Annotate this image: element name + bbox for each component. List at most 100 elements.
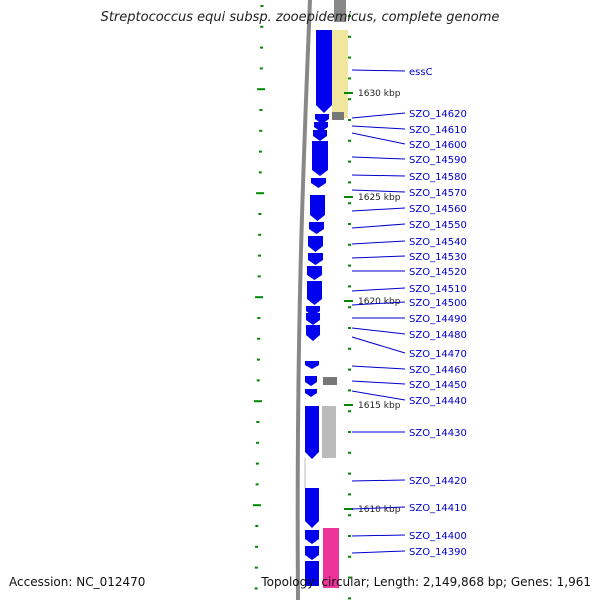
gene-leader-line	[351, 287, 406, 292]
minor-tick	[348, 514, 351, 517]
minor-tick	[348, 431, 351, 433]
gene-label: SZO_14500	[409, 298, 467, 309]
gene-label: SZO_14490	[409, 314, 467, 325]
gene-leader-line	[351, 125, 406, 130]
minor-tick	[348, 493, 351, 496]
gene-pseudo	[323, 377, 337, 385]
gene-gap	[304, 458, 306, 488]
kbp-label: 1630 kbp	[358, 89, 401, 99]
minor-tick	[257, 254, 261, 257]
minor-tick	[255, 545, 259, 548]
gene-feature	[309, 222, 324, 234]
gene-feature	[305, 530, 319, 544]
gene-label: SZO_14460	[409, 365, 467, 376]
minor-tick	[348, 98, 351, 101]
gene-label: SZO_14400	[409, 531, 467, 542]
minor-tick	[348, 119, 351, 121]
gene-essC	[332, 30, 348, 118]
backbone-arc	[295, 0, 346, 601]
minor-tick	[348, 243, 351, 246]
minor-tick	[255, 483, 259, 486]
minor-tick	[260, 25, 264, 28]
minor-tick	[258, 213, 262, 215]
gene-feature	[310, 195, 325, 221]
gene-pseudo	[332, 112, 344, 120]
gene-leader-line	[351, 156, 406, 160]
minor-tick	[257, 337, 261, 340]
kbp-tick	[344, 196, 353, 198]
gene-leader-line	[351, 365, 406, 370]
kbp-tick	[344, 404, 353, 406]
gene-feature	[308, 236, 323, 252]
gene-feature	[315, 114, 329, 124]
gene-leader-line	[351, 506, 406, 510]
gene-leader-line	[351, 550, 406, 554]
minor-tick	[348, 555, 351, 558]
gene-label: SZO_14610	[409, 125, 467, 136]
gene-feature	[308, 253, 323, 265]
minor-tick	[348, 35, 351, 38]
minor-tick	[258, 171, 262, 174]
gene-label: SZO_14450	[409, 380, 467, 391]
gene-leader-line	[351, 207, 406, 212]
minor-tick	[348, 576, 351, 579]
minor-tick	[348, 451, 351, 454]
minor-tick	[255, 525, 259, 527]
minor-tick	[258, 150, 262, 153]
minor-tick	[256, 421, 260, 423]
gene-labels: essC SZO_14620 SZO_14610 SZO_14600 SZO_14590…	[351, 67, 467, 558]
minor-tick	[252, 504, 261, 507]
minor-tick	[348, 535, 351, 537]
gene-feature	[316, 30, 332, 113]
gene-feature	[305, 546, 319, 560]
genome-title: Streptococcus equi subsp. zooepidemicus,…	[100, 10, 500, 25]
gene-pink	[323, 528, 339, 588]
minor-tick	[348, 472, 351, 475]
gene-label: essC	[409, 67, 433, 78]
minor-tick	[256, 192, 265, 195]
gene-leader-line	[351, 174, 406, 177]
minor-tick	[260, 5, 264, 7]
gene-leader-line	[351, 189, 406, 193]
gene-leader-line	[351, 132, 406, 145]
gene-label: SZO_14510	[409, 284, 467, 295]
gene-feature	[307, 281, 322, 305]
minor-tick	[254, 587, 258, 590]
minor-tick	[348, 223, 351, 225]
minor-tick	[257, 275, 261, 278]
gene-leader-line	[351, 240, 406, 245]
gene-label: SZO_14550	[409, 220, 467, 231]
minor-tick	[348, 410, 351, 413]
gene-feature	[314, 122, 328, 132]
minor-tick	[255, 296, 264, 299]
kbp-label: 1625 kbp	[358, 193, 401, 203]
minor-tick	[259, 129, 263, 132]
gene-track	[304, 30, 348, 588]
kbp-label: 1610 kbp	[358, 505, 401, 515]
gene-label: SZO_14570	[409, 188, 467, 199]
gene-label: SZO_14580	[409, 172, 467, 183]
gene-feature	[306, 313, 320, 325]
gene-feature	[313, 130, 327, 141]
minor-tick	[257, 317, 261, 319]
kbp-label: 1620 kbp	[358, 297, 401, 307]
gene-feature	[305, 389, 317, 397]
gene-feature	[305, 376, 317, 386]
minor-tick	[255, 462, 259, 465]
gene-leader-line	[351, 112, 406, 119]
gene-label: SZO_14600	[409, 140, 467, 151]
gene-leader-line	[351, 380, 406, 385]
minor-tick	[348, 597, 351, 600]
minor-tick	[260, 46, 264, 49]
minor-tick	[259, 109, 263, 111]
accession-text: Accession: NC_012470	[9, 575, 146, 589]
gene-pseudo-light	[322, 406, 336, 458]
gene-label: SZO_14540	[409, 237, 467, 248]
minor-tick	[348, 77, 351, 80]
minor-tick	[348, 264, 351, 267]
minor-tick	[348, 306, 351, 309]
gene-feature	[306, 325, 320, 341]
gene-label: SZO_14530	[409, 252, 467, 263]
